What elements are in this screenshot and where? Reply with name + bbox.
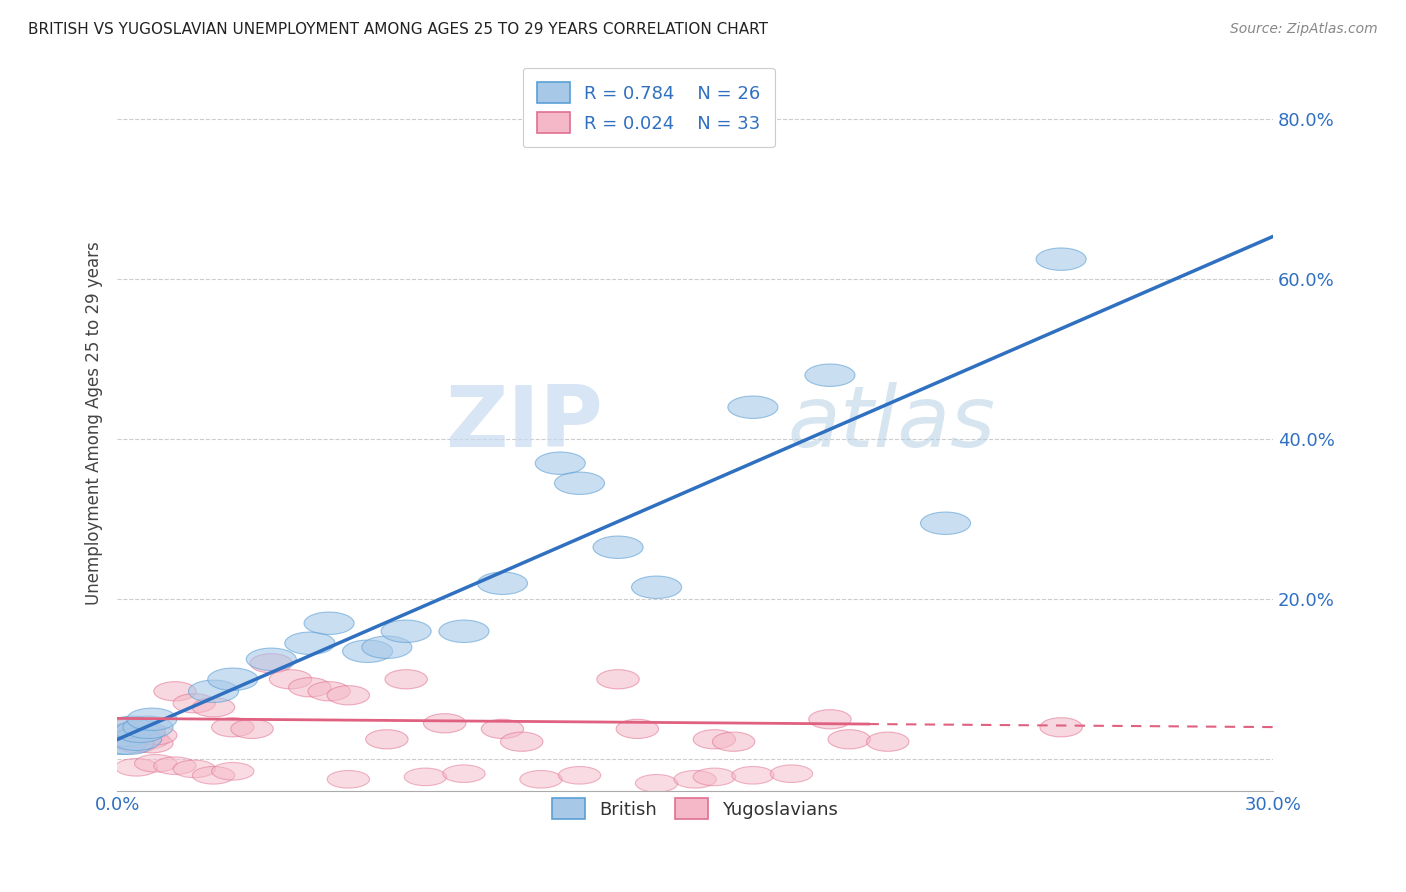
Ellipse shape bbox=[104, 726, 146, 745]
Ellipse shape bbox=[304, 612, 354, 634]
Ellipse shape bbox=[478, 572, 527, 594]
Ellipse shape bbox=[250, 654, 292, 673]
Ellipse shape bbox=[328, 686, 370, 705]
Ellipse shape bbox=[288, 678, 330, 697]
Ellipse shape bbox=[188, 680, 239, 703]
Ellipse shape bbox=[554, 472, 605, 494]
Ellipse shape bbox=[96, 732, 146, 755]
Ellipse shape bbox=[107, 730, 150, 749]
Ellipse shape bbox=[731, 766, 775, 784]
Ellipse shape bbox=[713, 732, 755, 751]
Ellipse shape bbox=[173, 760, 215, 778]
Ellipse shape bbox=[153, 757, 197, 774]
Ellipse shape bbox=[115, 734, 157, 753]
Ellipse shape bbox=[673, 771, 716, 789]
Ellipse shape bbox=[536, 452, 585, 475]
Text: BRITISH VS YUGOSLAVIAN UNEMPLOYMENT AMONG AGES 25 TO 29 YEARS CORRELATION CHART: BRITISH VS YUGOSLAVIAN UNEMPLOYMENT AMON… bbox=[28, 22, 768, 37]
Text: Source: ZipAtlas.com: Source: ZipAtlas.com bbox=[1230, 22, 1378, 37]
Ellipse shape bbox=[443, 765, 485, 782]
Ellipse shape bbox=[616, 719, 658, 739]
Y-axis label: Unemployment Among Ages 25 to 29 years: Unemployment Among Ages 25 to 29 years bbox=[86, 242, 103, 605]
Ellipse shape bbox=[211, 718, 254, 737]
Text: ZIP: ZIP bbox=[444, 382, 603, 465]
Ellipse shape bbox=[127, 730, 169, 749]
Ellipse shape bbox=[693, 730, 735, 749]
Ellipse shape bbox=[153, 681, 197, 701]
Ellipse shape bbox=[381, 620, 432, 642]
Ellipse shape bbox=[361, 636, 412, 658]
Ellipse shape bbox=[115, 758, 157, 776]
Ellipse shape bbox=[111, 718, 153, 737]
Ellipse shape bbox=[127, 708, 177, 731]
Ellipse shape bbox=[135, 726, 177, 745]
Ellipse shape bbox=[343, 640, 392, 663]
Ellipse shape bbox=[593, 536, 643, 558]
Ellipse shape bbox=[120, 722, 162, 741]
Ellipse shape bbox=[423, 714, 465, 733]
Ellipse shape bbox=[122, 716, 173, 739]
Ellipse shape bbox=[866, 732, 908, 751]
Ellipse shape bbox=[100, 724, 150, 747]
Ellipse shape bbox=[115, 720, 166, 742]
Ellipse shape bbox=[122, 726, 166, 745]
Ellipse shape bbox=[693, 768, 735, 786]
Ellipse shape bbox=[107, 716, 157, 739]
Ellipse shape bbox=[501, 732, 543, 751]
Ellipse shape bbox=[598, 670, 640, 689]
Ellipse shape bbox=[921, 512, 970, 534]
Ellipse shape bbox=[193, 698, 235, 717]
Ellipse shape bbox=[481, 719, 523, 739]
Ellipse shape bbox=[270, 670, 312, 689]
Ellipse shape bbox=[631, 576, 682, 599]
Ellipse shape bbox=[100, 730, 142, 749]
Ellipse shape bbox=[636, 774, 678, 792]
Ellipse shape bbox=[135, 755, 177, 772]
Ellipse shape bbox=[404, 768, 447, 786]
Ellipse shape bbox=[173, 694, 215, 713]
Ellipse shape bbox=[231, 719, 273, 739]
Ellipse shape bbox=[828, 730, 870, 749]
Ellipse shape bbox=[111, 728, 162, 750]
Ellipse shape bbox=[1040, 718, 1083, 737]
Ellipse shape bbox=[308, 681, 350, 701]
Ellipse shape bbox=[439, 620, 489, 642]
Ellipse shape bbox=[328, 771, 370, 789]
Ellipse shape bbox=[193, 766, 235, 784]
Ellipse shape bbox=[246, 648, 297, 671]
Ellipse shape bbox=[1036, 248, 1087, 270]
Ellipse shape bbox=[808, 710, 851, 729]
Ellipse shape bbox=[208, 668, 257, 690]
Ellipse shape bbox=[211, 763, 254, 780]
Ellipse shape bbox=[366, 730, 408, 749]
Legend: British, Yugoslavians: British, Yugoslavians bbox=[546, 791, 845, 827]
Ellipse shape bbox=[804, 364, 855, 386]
Ellipse shape bbox=[285, 632, 335, 655]
Ellipse shape bbox=[728, 396, 778, 418]
Ellipse shape bbox=[131, 734, 173, 753]
Text: atlas: atlas bbox=[787, 382, 995, 465]
Ellipse shape bbox=[770, 765, 813, 782]
Ellipse shape bbox=[104, 732, 153, 755]
Ellipse shape bbox=[520, 771, 562, 789]
Ellipse shape bbox=[385, 670, 427, 689]
Ellipse shape bbox=[558, 766, 600, 784]
